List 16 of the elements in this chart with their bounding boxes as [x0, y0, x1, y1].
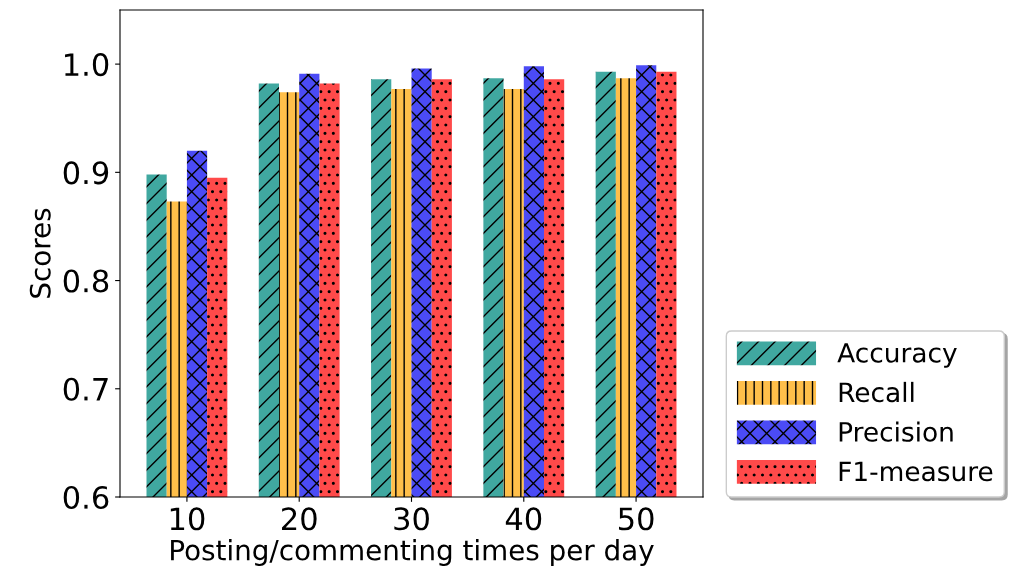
y-axis-title: Scores: [29, 208, 51, 298]
x-tick-label: 20: [282, 507, 317, 531]
y-tick-label: 0.8: [63, 269, 109, 293]
x-tick-label: 40: [505, 507, 542, 531]
legend-label: Accuracy: [837, 343, 957, 368]
x-tick-label: 10: [170, 507, 205, 531]
legend-label: Precision: [839, 421, 953, 442]
x-axis-title: Posting/commenting times per day: [171, 539, 654, 566]
y-tick-label: 1.0: [65, 53, 109, 77]
x-tick-label: 30: [394, 507, 429, 531]
y-tick-label: 0.6: [63, 485, 109, 510]
y-tick-label: 0.9: [63, 161, 109, 185]
legend-label: F1-measure: [839, 461, 993, 482]
y-tick-label: 0.7: [63, 377, 108, 401]
legend-label: Recall: [839, 381, 914, 403]
x-tick-label: 50: [618, 507, 654, 531]
